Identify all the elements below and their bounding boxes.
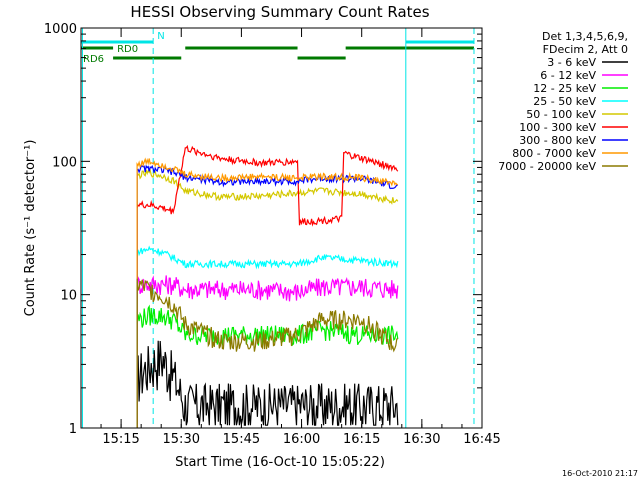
legend: Det 1,3,4,5,6,9,FDecim 2, Att 03 - 6 keV… — [498, 30, 628, 173]
legend-header: Det 1,3,4,5,6,9, — [542, 30, 628, 43]
x-tick-label: 16:45 — [463, 432, 500, 447]
y-tick-label: 10 — [60, 289, 77, 304]
y-axis-label: Count Rate (s⁻¹ detector⁻¹) — [23, 140, 38, 317]
chart-title: HESSI Observing Summary Count Rates — [130, 3, 429, 21]
x-tick-label: 16:15 — [343, 432, 380, 447]
y-tick-label: 1 — [69, 422, 77, 437]
legend-entry: 25 - 50 keV — [533, 95, 596, 108]
legend-entry: 3 - 6 keV — [547, 56, 596, 69]
series-line — [136, 164, 399, 428]
instrument-flags: N RD0 RD6 — [81, 31, 474, 65]
legend-entry: 6 - 12 keV — [540, 69, 596, 82]
x-axis-label: Start Time (16-Oct-10 15:05:22) — [175, 455, 385, 470]
series-line — [136, 275, 399, 428]
series-line — [136, 278, 398, 428]
series-lines — [136, 144, 399, 428]
legend-header: FDecim 2, Att 0 — [543, 43, 628, 56]
y-tick-label: 1000 — [44, 22, 77, 37]
x-tick-label: 16:30 — [403, 432, 440, 447]
x-tick-label: 15:45 — [223, 432, 260, 447]
legend-entry: 300 - 800 keV — [519, 134, 596, 147]
series-line — [136, 304, 399, 428]
series-line — [136, 144, 399, 428]
legend-entry: 7000 - 20000 keV — [498, 160, 596, 173]
series-line — [136, 245, 399, 428]
legend-entry: 50 - 100 keV — [526, 108, 596, 121]
y-tick-label: 100 — [52, 155, 77, 170]
flag-label: RD0 — [117, 44, 138, 55]
legend-entry: 12 - 25 keV — [533, 82, 596, 95]
x-tick-label: 15:15 — [102, 432, 139, 447]
series-line — [136, 157, 398, 428]
series-line — [136, 340, 399, 428]
timestamp: 16-Oct-2010 21:17 — [562, 469, 638, 478]
y-axis: 1 10 100 1000 — [44, 22, 482, 437]
x-tick-label: 16:00 — [283, 432, 320, 447]
flag-label: N — [157, 31, 164, 42]
time-markers — [81, 28, 475, 428]
x-axis: 15:15 15:30 15:45 16:00 16:15 16:30 16:45 — [80, 28, 501, 447]
legend-entry: 800 - 7000 keV — [512, 147, 596, 160]
flag-label: RD6 — [83, 54, 104, 65]
series-line — [136, 168, 399, 428]
legend-entry: 100 - 300 keV — [519, 121, 596, 134]
x-tick-label: 15:30 — [163, 432, 200, 447]
